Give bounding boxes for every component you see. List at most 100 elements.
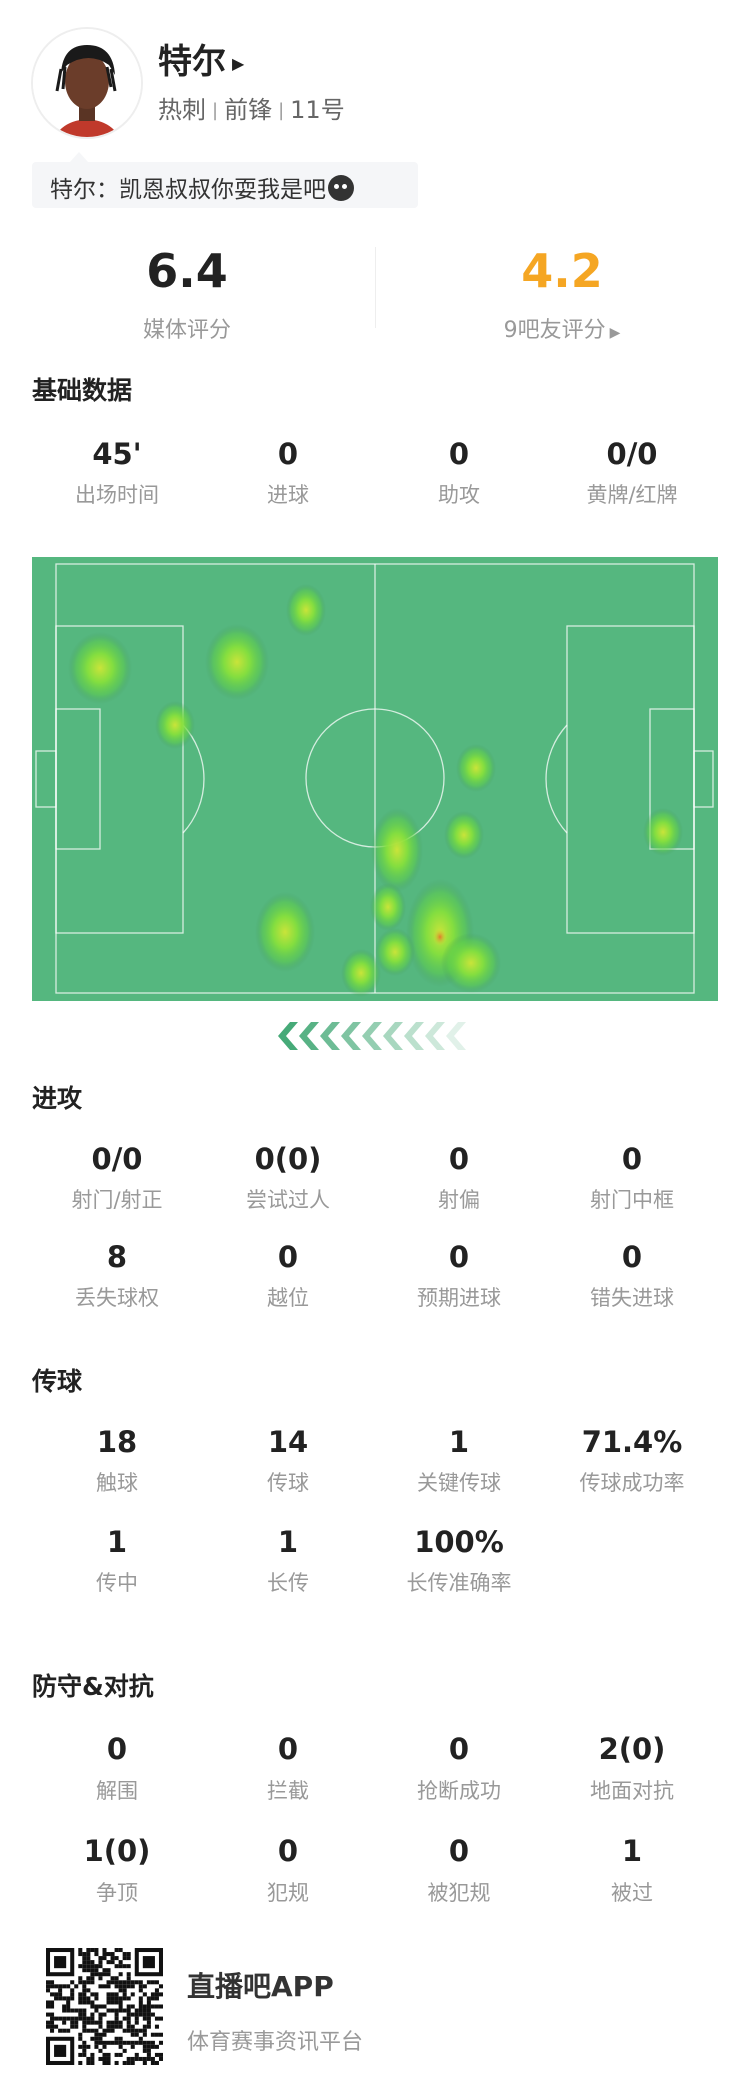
qr-module (110, 1992, 115, 1997)
qr-module (90, 2020, 95, 2025)
qr-module (118, 2036, 123, 2041)
qr-module (146, 2000, 151, 2005)
qr-module (90, 1964, 95, 1969)
qr-module (94, 2028, 99, 2033)
heatmap-blob (205, 624, 269, 700)
qr-module (146, 1996, 151, 2001)
qr-module (134, 2040, 139, 2045)
quote-text: 特尔：凯恩叔叔你耍我是吧 (50, 170, 354, 204)
qr-module (134, 2028, 139, 2033)
qr-module (142, 2040, 147, 2045)
stat-label: 预期进球 (417, 1286, 501, 1310)
qr-module (98, 2012, 103, 2017)
qr-module (82, 2044, 87, 2049)
attack-direction-arrow-icon (278, 1022, 466, 1050)
qr-module (134, 2016, 139, 2021)
stat-value: 0 (277, 1732, 299, 1766)
qr-module (94, 2020, 99, 2025)
player-avatar[interactable] (31, 27, 143, 139)
qr-module (106, 1960, 111, 1965)
qr-module (126, 1964, 131, 1969)
qr-module (154, 1980, 159, 1985)
qr-module (50, 2020, 55, 2025)
qr-module (138, 1988, 143, 1993)
qr-module (86, 2028, 91, 2033)
stat-label: 助攻 (438, 483, 480, 507)
qr-module (158, 1992, 163, 1997)
qr-module (102, 2032, 107, 2037)
qr-module (142, 2004, 147, 2009)
qr-module (62, 2016, 67, 2021)
qr-module (82, 2040, 87, 2045)
qr-module (134, 2052, 139, 2057)
qr-module (138, 2008, 143, 2013)
qr-module (82, 2028, 87, 2033)
stat-value: 0 (448, 1834, 470, 1868)
qr-module (106, 2000, 111, 2005)
qr-module (126, 2016, 131, 2021)
qr-module (98, 2016, 103, 2021)
qr-module (86, 1976, 91, 1981)
section-title: 防守&对抗 (32, 1672, 154, 1701)
qr-module (66, 2000, 71, 2005)
qr-module (150, 2004, 155, 2009)
qr-module (122, 2028, 127, 2033)
player-name[interactable]: 特尔 ▶ (158, 42, 245, 82)
qr-module (78, 2052, 83, 2057)
qr-module (90, 2052, 95, 2057)
qr-module (142, 2056, 147, 2061)
stat-label: 射门中框 (590, 1188, 674, 1212)
qr-module (78, 2036, 83, 2041)
qr-module (78, 1976, 83, 1981)
crying-face-icon (328, 175, 354, 201)
qr-module (66, 2016, 71, 2021)
qr-module (142, 2044, 147, 2049)
qr-module (94, 1972, 99, 1977)
qr-module (98, 2036, 103, 2041)
qr-module (98, 1972, 103, 1977)
qr-module (94, 2044, 99, 2049)
qr-module (106, 2028, 111, 2033)
qr-module (126, 1980, 131, 1985)
heatmap-blob (370, 883, 406, 931)
heatmap-blob (456, 744, 496, 792)
separator: | (278, 100, 285, 121)
stat-value: 0 (448, 1240, 470, 1274)
qr-module (106, 2008, 111, 2013)
qr-module (114, 1992, 119, 1997)
qr-module (86, 1952, 91, 1957)
qr-module (74, 2016, 79, 2021)
qr-module (158, 1984, 163, 1989)
qr-module (158, 2056, 163, 2061)
stat-label: 尝试过人 (246, 1188, 330, 1212)
qr-module (150, 2040, 155, 2045)
qr-module (146, 2052, 151, 2057)
qr-code[interactable] (46, 1948, 163, 2065)
qr-module (98, 2020, 103, 2025)
fan-rating-link[interactable]: 9吧友评分 ▶ (503, 318, 621, 343)
stat-label: 射门/射正 (71, 1188, 163, 1212)
qr-module (90, 1968, 95, 1973)
qr-module (110, 1960, 115, 1965)
qr-module (126, 1956, 131, 1961)
qr-module (90, 2056, 95, 2061)
qr-module (118, 1948, 123, 1953)
qr-module (82, 2024, 87, 2029)
qr-module (54, 1984, 59, 1989)
qr-module (74, 2024, 79, 2029)
qr-module (58, 1984, 63, 1989)
qr-module (86, 2056, 91, 2061)
stat-label: 拦截 (267, 1779, 309, 1803)
qr-module (90, 2016, 95, 2021)
qr-module (90, 1948, 95, 1953)
qr-module (130, 2056, 135, 2061)
qr-module (138, 2000, 143, 2005)
qr-module (114, 2060, 119, 2065)
qr-module (46, 2024, 51, 2029)
stat-value: 18 (96, 1425, 138, 1459)
qr-module (98, 2048, 103, 2053)
qr-module (86, 1948, 91, 1953)
qr-module (114, 2040, 119, 2045)
stat-value: 0 (448, 1732, 470, 1766)
stat-value: 0 (448, 437, 470, 471)
